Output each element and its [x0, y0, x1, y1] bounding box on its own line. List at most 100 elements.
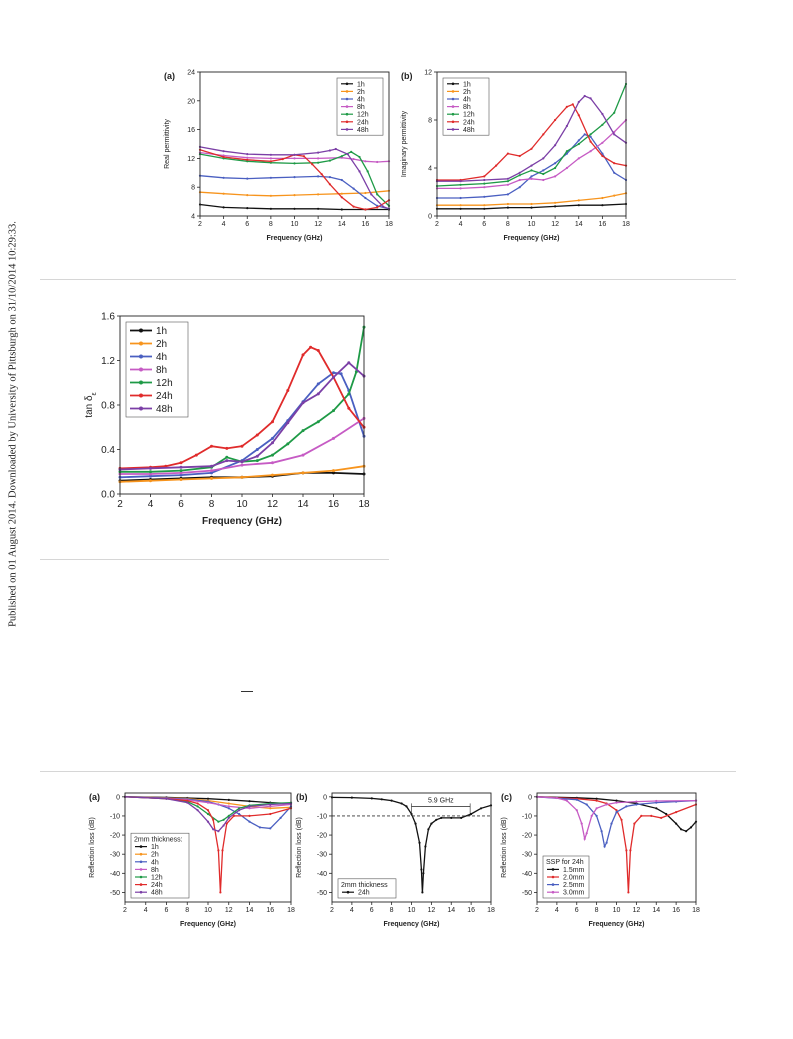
data-point: [212, 828, 215, 831]
data-point: [480, 807, 483, 810]
legend-label-12h: 12h: [463, 112, 475, 119]
data-point: [655, 807, 658, 810]
data-point: [316, 349, 320, 352]
data-point: [601, 196, 604, 200]
data-point: [246, 177, 249, 180]
legend-marker: [551, 868, 555, 871]
data-point: [165, 797, 168, 800]
x-tick-label: 18: [692, 907, 700, 914]
legend-marker: [551, 875, 555, 879]
data-point: [293, 176, 296, 179]
data-point: [530, 177, 533, 180]
data-point: [575, 798, 578, 801]
x-axis-label: Frequency (GHz): [383, 921, 439, 928]
data-point: [589, 150, 592, 153]
data-point: [246, 153, 249, 156]
data-point: [352, 187, 355, 190]
data-point: [633, 822, 636, 825]
data-point: [317, 157, 320, 160]
data-point: [518, 171, 521, 174]
x-tick-label: 8: [209, 499, 215, 510]
legend-label-4h: 4h: [151, 859, 159, 866]
legend-marker: [345, 112, 349, 116]
data-point: [210, 444, 213, 448]
data-point: [635, 800, 638, 803]
y-tick-label: 20: [187, 98, 195, 105]
x-tick-label: 18: [487, 907, 495, 914]
data-point: [675, 811, 678, 814]
data-point: [376, 160, 379, 164]
legend-label-2.0mm: 2.0mm: [563, 874, 585, 881]
legend-box: [337, 878, 397, 899]
legend-marker: [345, 90, 349, 93]
legend-title: SSP for 24h: [546, 859, 584, 866]
data-point: [583, 837, 586, 840]
data-point: [575, 809, 578, 812]
legend-label-24h: 24h: [358, 890, 370, 897]
data-point: [615, 799, 618, 802]
legend-marker: [139, 367, 143, 372]
data-point: [613, 194, 616, 197]
data-point: [217, 830, 220, 833]
data-point: [364, 191, 367, 195]
legend-label-8h: 8h: [463, 104, 471, 111]
data-point: [370, 193, 373, 196]
data-point: [601, 141, 604, 144]
data-point: [179, 473, 183, 477]
x-axis-label: Frequency (GHz): [588, 921, 644, 928]
data-point: [258, 826, 261, 829]
data-point: [577, 199, 580, 202]
annotation-label: 5.9 GHz: [428, 797, 454, 804]
data-point: [382, 205, 385, 208]
x-tick-label: 4: [350, 907, 354, 914]
data-point: [530, 147, 533, 150]
legend-marker: [345, 128, 349, 131]
data-point: [605, 803, 608, 806]
legend-marker: [139, 852, 143, 856]
legend-label-48h: 48h: [151, 890, 163, 897]
data-point: [179, 471, 183, 475]
data-point: [583, 94, 586, 98]
x-tick-label: 6: [165, 907, 169, 914]
x-tick-label: 6: [245, 221, 249, 228]
x-tick-label: 14: [338, 221, 346, 228]
x-tick-label: 10: [408, 907, 416, 914]
y-axis-label: Reflection loss (dB): [89, 817, 96, 878]
legend-label-12h: 12h: [357, 112, 369, 119]
legend-label-8h: 8h: [156, 365, 167, 376]
legend-label-2.5mm: 2.5mm: [563, 882, 585, 889]
data-point: [518, 154, 521, 158]
data-point: [589, 133, 592, 136]
x-tick-label: 10: [204, 907, 212, 914]
data-point: [595, 799, 598, 802]
series-line-12h: [124, 796, 292, 823]
data-point: [332, 471, 335, 475]
data-point: [518, 174, 521, 177]
data-point: [269, 807, 272, 810]
data-point: [255, 459, 259, 463]
y-axis-label: Reflection loss (dB): [296, 817, 303, 878]
data-point: [269, 805, 272, 808]
tan-delta-chart: 2 4 6 8 10 12 14 16 18 0.0 0.4 0.8 1.2 1.6 Frequency (…: [84, 312, 370, 528]
series-line-12h: [436, 83, 627, 187]
data-point: [206, 797, 210, 800]
x-tick-label: 18: [358, 499, 370, 510]
data-point: [347, 406, 351, 410]
x-tick-label: 16: [266, 907, 274, 914]
data-point: [421, 891, 424, 894]
data-point: [675, 822, 678, 825]
data-point: [542, 133, 545, 136]
data-point: [554, 162, 557, 165]
data-point: [246, 207, 249, 210]
legend-label-24h: 24h: [151, 882, 163, 889]
data-point: [269, 194, 272, 197]
data-point: [583, 133, 586, 136]
data-point: [246, 194, 249, 197]
data-point: [240, 444, 244, 448]
data-point: [554, 205, 557, 208]
legend-marker: [346, 890, 350, 894]
x-tick-label: 12: [314, 221, 322, 228]
data-point: [565, 150, 568, 153]
data-point: [483, 207, 486, 210]
data-point: [577, 204, 580, 207]
